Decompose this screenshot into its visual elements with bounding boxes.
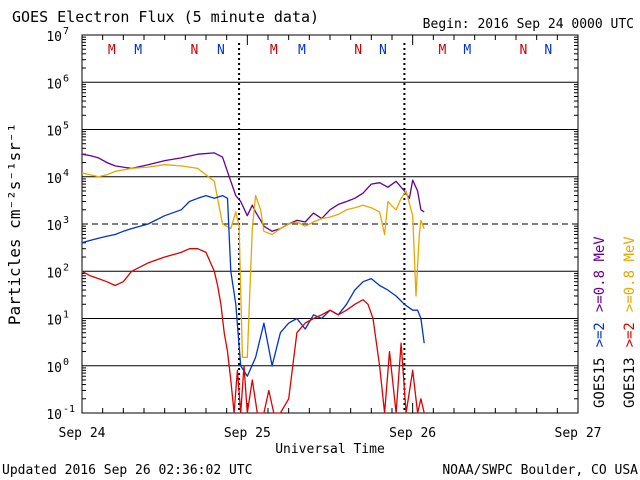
begin-label: Begin: 2016 Sep 24 0000 UTC <box>423 17 634 32</box>
footer-updated: Updated 2016 Sep 26 02:36:02 UTC <box>2 463 252 478</box>
marker-label-11: N <box>544 43 552 58</box>
y-tick-exponent-6: 5 <box>63 121 69 132</box>
y-tick-exponent-8: 7 <box>63 26 69 37</box>
y-tick-mantissa-5: 10 <box>46 172 62 187</box>
x-tick-label-0: Sep 24 <box>59 426 106 441</box>
marker-label-6: N <box>354 43 362 58</box>
y-tick-mantissa-6: 10 <box>46 125 62 140</box>
y-tick-exponent-1: 0 <box>63 357 69 368</box>
x-tick-label-3: Sep 27 <box>555 426 602 441</box>
y-tick-mantissa-1: 10 <box>46 361 62 376</box>
legend-goes15-2: >=0.8 MeV <box>592 236 608 312</box>
x-axis-label: Universal Time <box>275 442 385 457</box>
marker-label-8: M <box>439 43 447 58</box>
y-tick-mantissa-4: 10 <box>46 219 62 234</box>
footer-credit: NOAA/SWPC Boulder, CO USA <box>442 463 638 478</box>
y-tick-exponent-7: 6 <box>63 73 69 84</box>
y-tick-mantissa-8: 10 <box>46 30 62 45</box>
y-tick-mantissa-0: 10 <box>46 408 62 423</box>
marker-label-1: M <box>134 43 142 58</box>
y-tick-exponent-0: -1 <box>63 404 75 415</box>
x-tick-label-1: Sep 25 <box>224 426 271 441</box>
marker-label-4: M <box>270 43 278 58</box>
chart-title: GOES Electron Flux (5 minute data) <box>12 8 319 26</box>
legend-goes15-1: >=2 <box>592 322 608 347</box>
marker-label-3: N <box>217 43 225 58</box>
legend-goes13-0: GOES13 <box>622 357 638 408</box>
series-line-3 <box>81 248 425 414</box>
marker-label-10: N <box>520 43 528 58</box>
marker-label-2: N <box>191 43 199 58</box>
y-tick-mantissa-2: 10 <box>46 314 62 329</box>
y-tick-exponent-3: 2 <box>63 262 69 273</box>
x-tick-labels: Sep 24 Sep 25 Sep 26 Sep 27 <box>59 426 602 441</box>
legend-goes13-2: >=0.8 MeV <box>622 236 638 312</box>
right-legend: GOES15 >=2 >=0.8 MeV GOES13 >=2 >=0.8 MeV <box>592 236 638 408</box>
y-tick-exponent-2: 1 <box>63 310 69 321</box>
series-lines <box>81 152 425 414</box>
series-line-0 <box>81 152 425 232</box>
grid-lines <box>81 35 579 413</box>
series-line-1 <box>81 164 425 359</box>
y-tick-exponent-5: 4 <box>63 168 69 179</box>
y-tick-exponent-4: 3 <box>63 215 69 226</box>
series-line-2 <box>81 194 425 377</box>
marker-label-5: M <box>298 43 306 58</box>
legend-goes13-1: >=2 <box>622 322 638 347</box>
marker-label-7: N <box>379 43 387 58</box>
legend-goes15-0: GOES15 <box>592 357 608 408</box>
y-axis-label: Particles cm⁻²s⁻¹sr⁻¹ <box>5 123 24 325</box>
x-tick-label-2: Sep 26 <box>389 426 436 441</box>
y-tick-mantissa-7: 10 <box>46 77 62 92</box>
marker-label-0: M <box>108 43 116 58</box>
y-tick-mantissa-3: 10 <box>46 266 62 281</box>
marker-label-9: M <box>463 43 471 58</box>
